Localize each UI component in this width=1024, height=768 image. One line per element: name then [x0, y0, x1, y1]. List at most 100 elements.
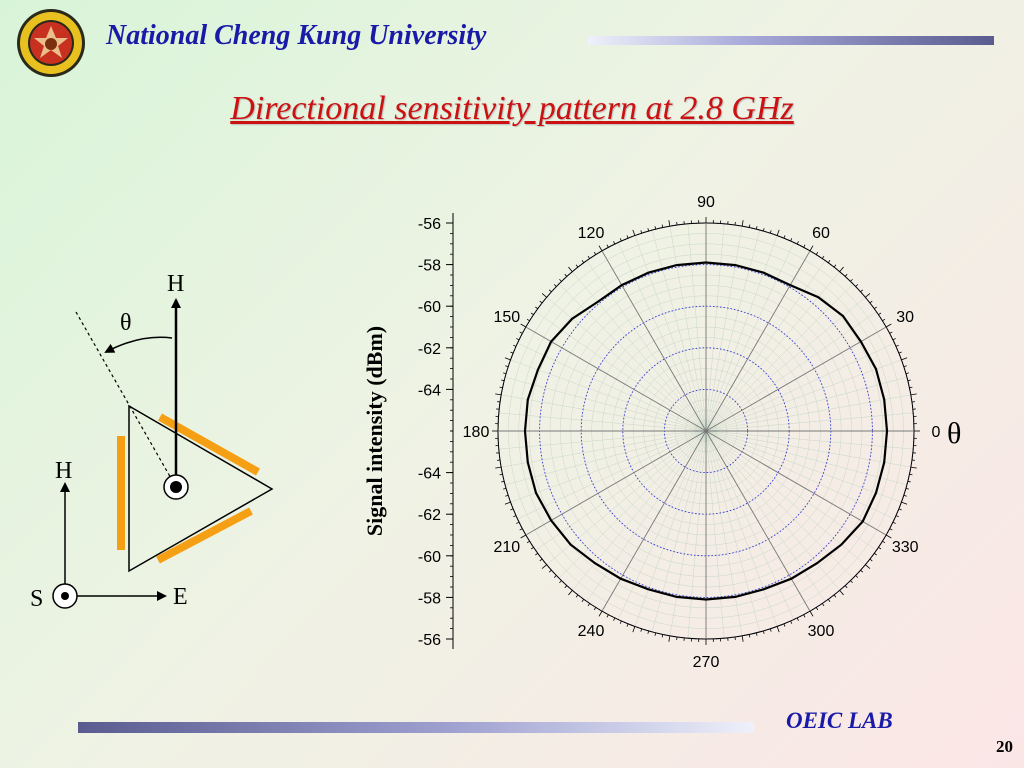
- label-s-axis: S: [30, 586, 43, 612]
- outer-tick: [790, 238, 793, 242]
- outer-tick: [530, 546, 534, 550]
- outer-tick: [898, 508, 902, 511]
- outer-tick: [640, 230, 643, 234]
- outer-tick: [796, 617, 799, 621]
- outer-tick: [581, 260, 585, 263]
- outer-tick: [783, 623, 786, 627]
- outer-tick: [626, 623, 629, 627]
- outer-tick: [776, 229, 780, 236]
- outer-tick: [654, 632, 657, 636]
- university-name: National Cheng Kung University: [106, 20, 487, 51]
- outer-tick: [865, 564, 871, 569]
- outer-tick: [909, 386, 913, 389]
- spoke-120: [601, 250, 707, 432]
- outer-tick: [539, 300, 543, 304]
- outer-tick: [553, 284, 557, 287]
- outer-tick: [755, 632, 758, 636]
- outer-tick: [495, 393, 502, 396]
- r-tick-label-lower: -64: [418, 466, 441, 483]
- outer-tick: [516, 521, 520, 524]
- outer-tick: [581, 599, 585, 602]
- spoke-150: [525, 326, 707, 432]
- outer-tick: [892, 521, 896, 524]
- outer-tick: [844, 273, 848, 277]
- outer-tick: [598, 610, 603, 617]
- outer-tick: [762, 228, 765, 232]
- angle-label-60: 60: [812, 225, 830, 242]
- outer-tick: [809, 610, 814, 617]
- outer-tick: [520, 534, 527, 539]
- outer-tick: [769, 230, 772, 234]
- outer-tick: [878, 546, 882, 550]
- outer-tick: [668, 220, 671, 227]
- polar-sensitivity-chart: 0 30 60 90 120 150 180 210 240 270 300 330 -56 -58 -6…: [362, 194, 961, 671]
- outer-tick: [504, 501, 511, 505]
- angle-label-120: 120: [578, 225, 605, 242]
- spoke-330: [705, 430, 887, 536]
- outer-tick: [796, 241, 799, 245]
- label-theta-diagram: θ: [120, 310, 132, 336]
- outer-tick: [510, 351, 514, 354]
- outer-tick: [821, 255, 825, 259]
- outer-tick: [501, 480, 505, 483]
- outer-tick: [741, 635, 744, 642]
- outer-tick: [748, 224, 751, 228]
- page-number: 20: [996, 737, 1013, 756]
- outer-tick: [559, 278, 562, 282]
- outer-tick: [855, 575, 859, 578]
- outer-tick: [755, 226, 758, 230]
- outer-tick: [850, 278, 853, 282]
- outer-tick: [516, 338, 520, 341]
- theta-reference-line: [75, 311, 173, 481]
- slide-title: Directional sensitivity pattern at 2.8 G…: [230, 90, 794, 127]
- outer-tick: [860, 289, 864, 293]
- lab-name: OEIC LAB: [786, 708, 893, 733]
- outer-tick: [548, 289, 552, 293]
- outer-tick: [874, 306, 877, 310]
- outer-tick: [668, 635, 671, 642]
- outer-tick: [575, 264, 579, 268]
- university-logo: [17, 9, 85, 77]
- outer-tick: [535, 552, 538, 556]
- outer-tick: [501, 379, 505, 382]
- outer-tick: [503, 487, 507, 490]
- r-tick-label-upper: -58: [418, 258, 441, 275]
- outer-tick: [839, 266, 844, 272]
- outer-tick: [850, 580, 853, 584]
- outer-tick: [640, 628, 643, 632]
- outer-tick: [901, 501, 908, 505]
- outer-tick: [901, 357, 908, 361]
- outer-tick: [865, 293, 871, 298]
- angle-label-150: 150: [493, 309, 520, 326]
- angle-label-90: 90: [697, 194, 715, 211]
- footer-divider-bar: [78, 722, 754, 733]
- outer-tick: [535, 306, 538, 310]
- sensor-orientation-diagram: H θ H E S: [30, 271, 274, 612]
- outer-tick: [869, 300, 873, 304]
- outer-tick: [598, 245, 603, 252]
- outer-tick: [839, 590, 844, 596]
- spoke-300: [705, 430, 811, 612]
- outer-tick: [827, 260, 831, 263]
- outer-tick: [530, 312, 534, 316]
- label-e-axis: E: [173, 584, 188, 610]
- outer-tick: [619, 620, 622, 624]
- spoke-240: [601, 430, 707, 612]
- r-tick-label-upper: -62: [418, 341, 441, 358]
- outer-tick: [587, 255, 591, 259]
- outer-tick: [575, 594, 579, 598]
- label-h-top: H: [167, 271, 184, 297]
- outer-tick: [632, 229, 636, 236]
- outer-tick: [905, 372, 909, 375]
- outer-tick: [548, 569, 552, 573]
- outer-tick: [827, 599, 831, 602]
- outer-tick: [783, 235, 786, 239]
- spoke-grid: [498, 223, 914, 639]
- outer-tick: [593, 251, 597, 255]
- outer-tick: [803, 244, 806, 248]
- outer-tick: [910, 466, 917, 469]
- r-tick-label-lower: -60: [418, 549, 441, 566]
- outer-tick: [809, 245, 814, 252]
- outer-tick: [564, 585, 568, 589]
- y-axis-label: Signal intensity (dBm): [362, 326, 387, 536]
